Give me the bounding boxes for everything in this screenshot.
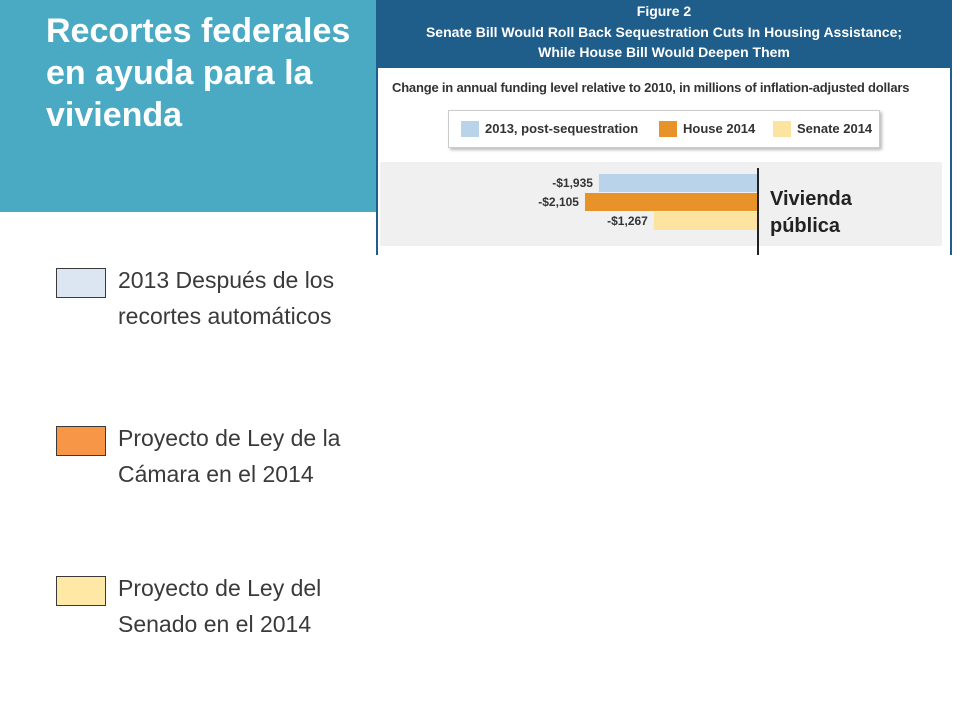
bar-house-2014	[584, 193, 758, 211]
figure-header: Figure 2 Senate Bill Would Roll Back Seq…	[378, 0, 950, 68]
legend-swatch-senate-2014	[56, 576, 106, 606]
figure-legend-label: House 2014	[683, 121, 756, 136]
figure-legend-swatch	[773, 121, 791, 137]
figure-legend-swatch	[461, 121, 479, 137]
bar-2013-post-sequestration	[598, 174, 758, 192]
slide-title: Recortes federales en ayuda para la vivi…	[46, 12, 351, 135]
legend-label-house-2014: Proyecto de Ley de la Cámara en el 2014	[118, 425, 341, 487]
bar-senate-2014	[653, 212, 758, 230]
figure-title-line-1: Senate Bill Would Roll Back Sequestratio…	[425, 24, 903, 40]
legend-label-senate-2014: Proyecto de Ley del Senado en el 2014	[118, 575, 322, 637]
figure-number: Figure 2	[636, 3, 692, 19]
figure-title-line-2: While House Bill Would Deepen Them	[538, 44, 790, 60]
bar-chart: -$1,935 -$2,105 -$1,267 Vivienda pública	[538, 168, 853, 255]
legend-item-house-2014: Proyecto de Ley de la Cámara en el 2014	[0, 418, 400, 498]
figure-legend-swatch	[659, 121, 677, 137]
legend-swatch-2013	[56, 268, 106, 298]
figure-title: Senate Bill Would Roll Back Sequestratio…	[378, 22, 950, 62]
figure-subtitle: Change in annual funding level relative …	[392, 80, 910, 95]
figure-legend-label: 2013, post-sequestration	[485, 121, 639, 136]
category-label: Vivienda pública	[770, 188, 853, 237]
bar-value-label: -$1,267	[607, 214, 648, 228]
legend-item-senate-2014: Proyecto de Ley del Senado en el 2014	[0, 568, 400, 648]
legend-swatch-house-2014	[56, 426, 106, 456]
title-block: Recortes federales en ayuda para la vivi…	[0, 0, 376, 212]
figure-legend-label: Senate 2014	[797, 121, 873, 136]
figure-crop-mask	[378, 255, 634, 265]
bar-value-label: -$2,105	[538, 195, 579, 209]
bar-value-label: -$1,935	[552, 176, 593, 190]
legend-label-2013: 2013 Después de los recortes automáticos	[118, 267, 335, 329]
figure-legend: 2013, post-sequestration House 2014 Sena…	[448, 110, 880, 148]
figure-image: Figure 2 Senate Bill Would Roll Back Seq…	[376, 0, 952, 255]
legend-item-2013: 2013 Después de los recortes automáticos	[0, 260, 400, 340]
